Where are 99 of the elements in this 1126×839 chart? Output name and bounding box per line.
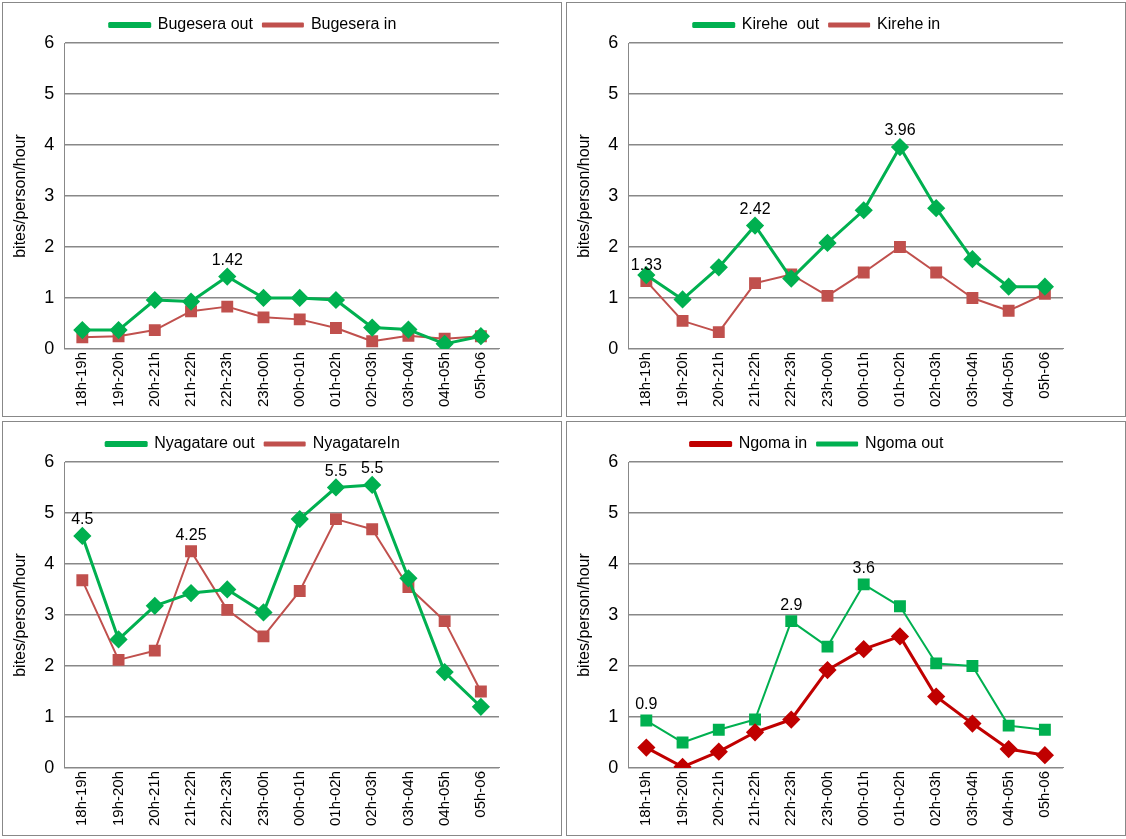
x-tick-label: 02h-03h	[926, 770, 944, 827]
x-tick-label: 01h-02h	[326, 770, 344, 827]
annotation: 4.25	[175, 525, 207, 543]
y-tick-label: 2	[44, 654, 55, 675]
annotation: 5.5	[324, 461, 348, 479]
x-tick-label: 22h-23h	[217, 770, 235, 827]
annotation: 2.9	[780, 595, 803, 613]
y-tick-label: 6	[608, 31, 619, 52]
y-tick-label: 6	[44, 31, 55, 52]
y-tick-label: 2	[608, 654, 619, 675]
x-tick-label: 23h-00h	[817, 351, 835, 408]
x-tick-label: 03h-04h	[398, 770, 416, 827]
y-tick-label: 5	[44, 82, 55, 103]
x-tick-label: 19h-20h	[108, 770, 126, 827]
x-tick-label: 18h-19h	[636, 351, 654, 408]
annotation: 1.42	[211, 250, 243, 268]
x-tick-label: 05h-06	[471, 770, 489, 818]
x-tick-label: 21h-22h	[181, 770, 199, 827]
annotation: 1.33	[630, 255, 662, 273]
x-tick-label: 22h-23h	[217, 351, 235, 408]
y-tick-label: 2	[44, 235, 55, 256]
annotation: 2.42	[739, 199, 771, 217]
legend-label: Kirehe in	[877, 15, 941, 33]
y-tick-label: 0	[44, 756, 55, 777]
x-tick-label: 22h-23h	[781, 351, 799, 408]
x-tick-label: 19h-20h	[108, 351, 126, 408]
x-tick-label: 21h-22h	[745, 351, 763, 408]
x-tick-label: 04h-05h	[998, 770, 1016, 827]
y-tick-label: 1	[608, 286, 619, 307]
x-tick-label: 21h-22h	[745, 770, 763, 827]
x-tick-label: 03h-04h	[398, 351, 416, 408]
annotation: 0.9	[635, 694, 658, 712]
x-tick-label: 01h-02h	[890, 770, 908, 827]
legend-label: NyagatareIn	[312, 434, 400, 452]
x-tick-label: 05h-06	[1035, 351, 1053, 399]
x-tick-label: 19h-20h	[672, 351, 690, 408]
y-axis-title: bites/person/hour	[575, 133, 593, 258]
y-tick-label: 5	[608, 82, 619, 103]
y-tick-label: 1	[44, 705, 55, 726]
y-tick-label: 1	[44, 286, 55, 307]
x-tick-label: 00h-01h	[289, 770, 307, 827]
y-tick-label: 3	[608, 184, 619, 205]
y-axis-title: bites/person/hour	[11, 133, 29, 258]
y-tick-label: 4	[44, 133, 55, 154]
annotation: 3.6	[852, 558, 875, 576]
x-tick-label: 21h-22h	[181, 351, 199, 408]
x-tick-label: 20h-21h	[144, 351, 162, 408]
x-tick-label: 23h-00h	[253, 351, 271, 408]
y-tick-label: 4	[608, 133, 619, 154]
x-tick-label: 18h-19h	[72, 770, 90, 827]
y-tick-label: 0	[608, 337, 619, 358]
x-tick-label: 05h-06	[1035, 770, 1053, 818]
x-tick-label: 04h-05h	[434, 351, 452, 408]
y-tick-label: 0	[608, 756, 619, 777]
x-tick-label: 02h-03h	[362, 351, 380, 408]
y-tick-label: 3	[608, 603, 619, 624]
annotation: 5.5	[361, 459, 384, 477]
x-tick-label: 18h-19h	[636, 770, 654, 827]
y-tick-label: 6	[608, 450, 619, 471]
y-tick-label: 1	[608, 705, 619, 726]
x-tick-label: 19h-20h	[672, 770, 690, 827]
annotation: 4.5	[71, 510, 94, 528]
y-tick-label: 5	[44, 501, 55, 522]
y-tick-label: 3	[44, 184, 55, 205]
y-tick-label: 6	[44, 450, 55, 471]
x-tick-label: 00h-01h	[853, 770, 871, 827]
x-tick-label: 03h-04h	[962, 770, 980, 827]
x-tick-label: 20h-21h	[708, 770, 726, 827]
legend-label: Nyagatare out	[154, 434, 256, 452]
y-tick-label: 0	[44, 337, 55, 358]
x-tick-label: 01h-02h	[890, 351, 908, 408]
y-tick-label: 5	[608, 501, 619, 522]
x-tick-label: 05h-06	[471, 351, 489, 399]
annotation: 3.96	[884, 121, 916, 139]
x-tick-label: 23h-00h	[253, 770, 271, 827]
x-tick-label: 18h-19h	[72, 351, 90, 408]
x-tick-label: 20h-21h	[144, 770, 162, 827]
y-axis-title: bites/person/hour	[575, 552, 593, 677]
x-tick-label: 00h-01h	[853, 351, 871, 408]
y-axis-title: bites/person/hour	[11, 552, 29, 677]
x-tick-label: 01h-02h	[326, 351, 344, 408]
legend-label: Bugesera in	[310, 15, 397, 33]
x-tick-label: 04h-05h	[998, 351, 1016, 408]
y-tick-label: 2	[608, 235, 619, 256]
x-tick-label: 00h-01h	[289, 351, 307, 408]
legend-label: Kirehe out	[741, 15, 820, 33]
y-tick-label: 4	[608, 552, 619, 573]
legend-label: Ngoma in	[738, 434, 808, 452]
x-tick-label: 22h-23h	[781, 770, 799, 827]
x-tick-label: 02h-03h	[926, 351, 944, 408]
legend-label: Ngoma out	[865, 434, 944, 452]
x-tick-label: 23h-00h	[817, 770, 835, 827]
y-tick-label: 4	[44, 552, 55, 573]
x-tick-label: 20h-21h	[708, 351, 726, 408]
x-tick-label: 02h-03h	[362, 770, 380, 827]
x-tick-label: 03h-04h	[962, 351, 980, 408]
x-tick-label: 04h-05h	[434, 770, 452, 827]
y-tick-label: 3	[44, 603, 55, 624]
legend-label: Bugesera out	[157, 15, 254, 33]
